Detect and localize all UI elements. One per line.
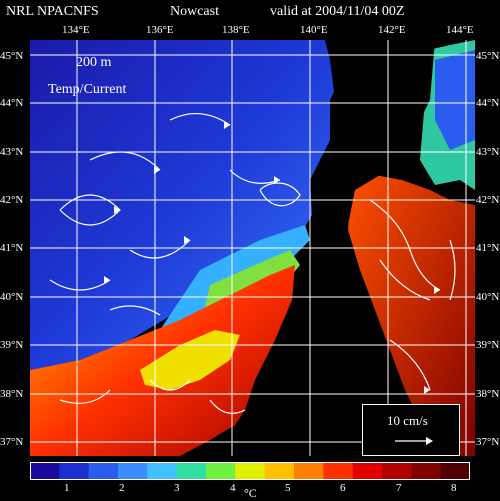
colorbar-label: 8 [451, 482, 457, 494]
colorbar-cell [147, 462, 178, 480]
lat-label-left: 39°N [0, 339, 24, 351]
lat-label-right: 41°N [476, 242, 500, 254]
lon-label: 140°E [300, 24, 328, 36]
colorbar-label: 6 [340, 482, 346, 494]
lon-label: 142°E [378, 24, 406, 36]
colorbar-label: 5 [285, 482, 291, 494]
colorbar-cell [59, 462, 90, 480]
lat-label-right: 38°N [476, 388, 500, 400]
lat-label-right: 39°N [476, 339, 500, 351]
colorbar-label: 1 [64, 482, 70, 494]
lat-label-right: 43°N [476, 146, 500, 158]
depth-label: 200 m [76, 55, 112, 70]
lat-label-right: 44°N [476, 97, 500, 109]
valid-time: valid at 2004/11/04 00Z [270, 4, 405, 19]
colorbar-cell [411, 462, 442, 480]
field-label: Temp/Current [48, 82, 127, 97]
vector-scale-arrow [395, 437, 433, 445]
vector-arrowheads [104, 121, 440, 394]
lon-label: 136°E [146, 24, 174, 36]
lon-label: 138°E [222, 24, 250, 36]
lat-label-right: 42°N [476, 194, 500, 206]
lat-label-left: 41°N [0, 242, 24, 254]
colorbar-cell [382, 462, 412, 480]
cold-water-region [30, 40, 340, 370]
model-name: NRL NPACNFS [6, 4, 99, 19]
current-vectors [49, 112, 456, 414]
colorbar-label: 7 [396, 482, 402, 494]
vector-scale-label: 10 cm/s [387, 413, 428, 428]
lat-label-left: 43°N [0, 146, 24, 158]
colorbar-cell [294, 462, 324, 480]
colorbar-cell [352, 462, 383, 480]
lat-label-left: 37°N [0, 436, 24, 448]
forecast-type: Nowcast [170, 4, 219, 19]
colorbar-label: 2 [119, 482, 125, 494]
lat-label-right: 40°N [476, 291, 500, 303]
lat-label-left: 38°N [0, 388, 24, 400]
temperature-current-map [30, 40, 475, 456]
colorbar-cell [323, 462, 354, 480]
colorbar-unit: °C [244, 486, 257, 500]
lat-label-left: 45°N [0, 50, 24, 62]
colorbar-cell [88, 462, 119, 480]
colorbar-cell [118, 462, 148, 480]
colorbar-cell [176, 462, 207, 480]
cold-water-northeast [435, 50, 475, 150]
colorbar-label: 4 [230, 482, 236, 494]
temperature-colorbar [30, 462, 470, 480]
colorbar-border [30, 462, 470, 480]
lat-label-left: 44°N [0, 97, 24, 109]
lat-label-right: 37°N [476, 436, 500, 448]
colorbar-cell [264, 462, 295, 480]
land-hokkaido [405, 40, 435, 120]
colorbar-cell [235, 462, 266, 480]
warm-water-east [348, 175, 475, 456]
lat-label-right: 45°N [476, 50, 500, 62]
graticule [30, 40, 475, 456]
map-header: NRL NPACNFS Nowcast valid at 2004/11/04 … [0, 0, 500, 22]
lat-label-left: 42°N [0, 194, 24, 206]
lat-label-left: 40°N [0, 291, 24, 303]
colorbar-cell [206, 462, 236, 480]
lon-label: 134°E [62, 24, 90, 36]
colorbar-cell [440, 462, 470, 480]
vector-scale-legend: 10 cm/s [362, 404, 460, 456]
lon-label: 144°E [446, 24, 474, 36]
colorbar-label: 3 [174, 482, 180, 494]
colorbar-cell [30, 462, 60, 480]
